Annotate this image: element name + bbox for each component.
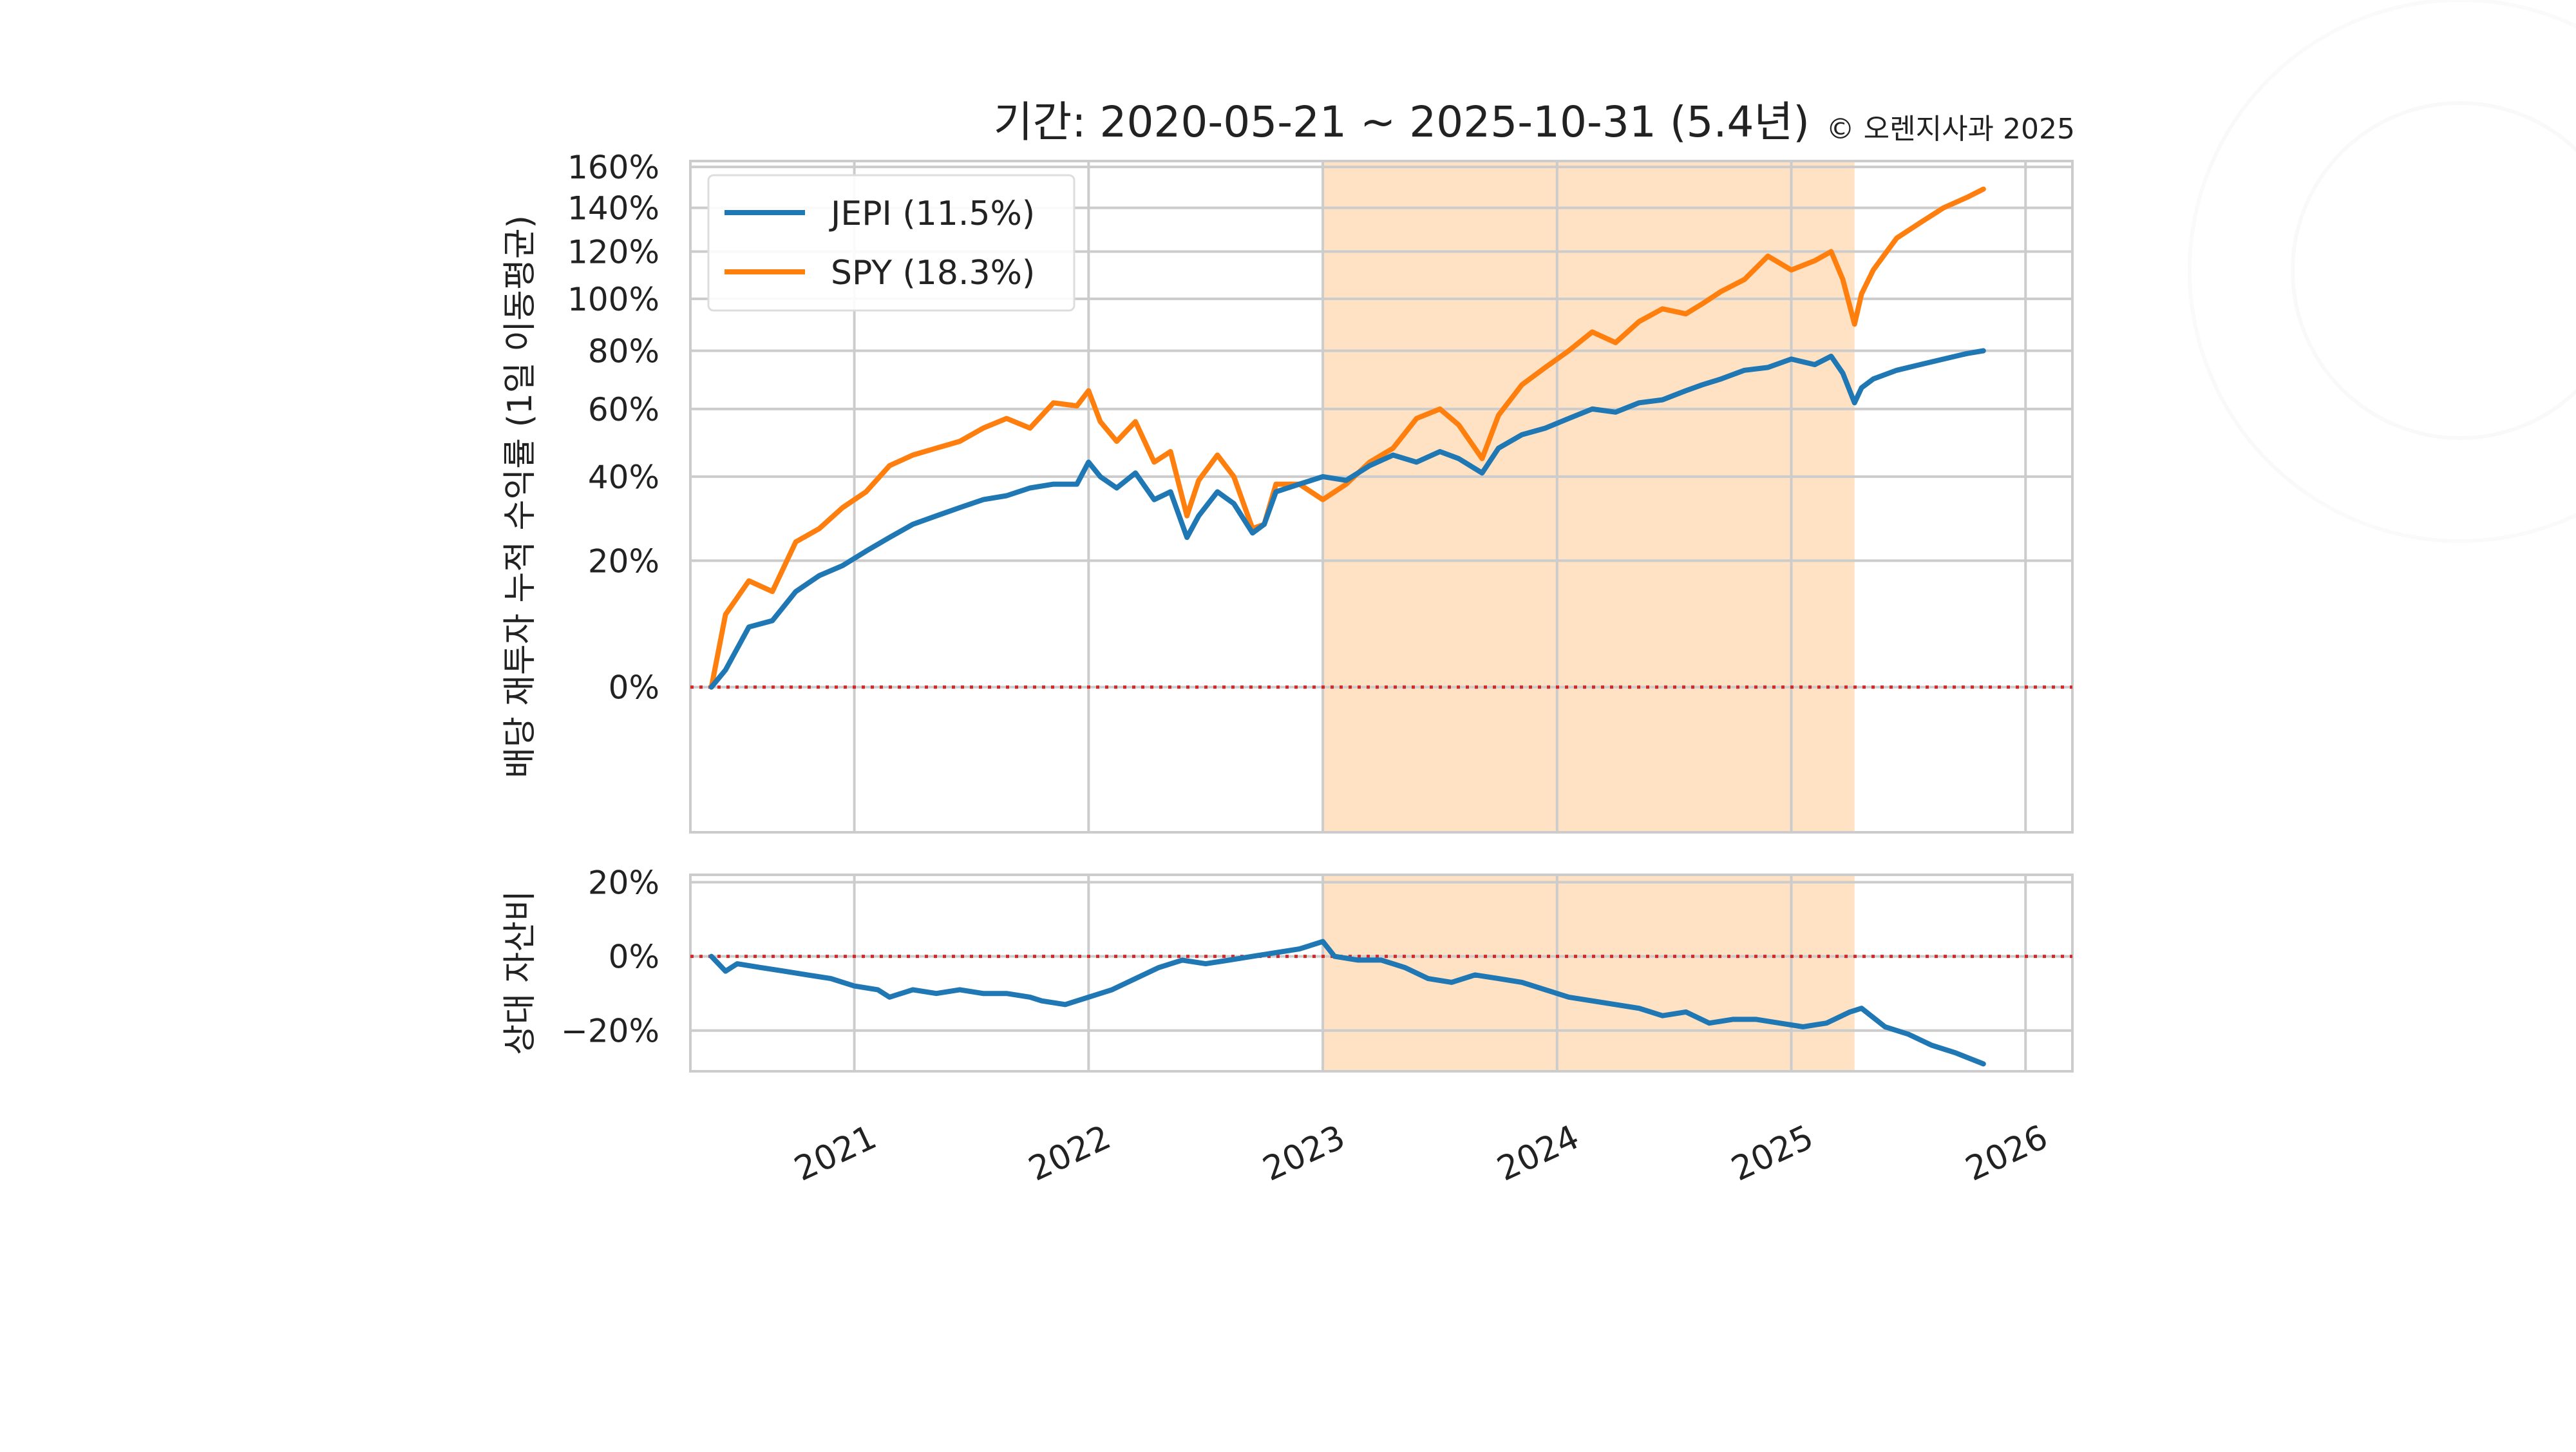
chart-credit: © 오렌지사과 2025: [1826, 113, 2075, 146]
bottom-y-tick--20: −20%: [561, 1013, 659, 1050]
watermark-ring-inner: [2291, 101, 2576, 440]
x-tick-2023: 2023: [1257, 1118, 1350, 1189]
watermark-ring-outer: [2188, 0, 2576, 543]
bottom-y-tick-labels: 20% 0% −20%: [561, 865, 659, 1050]
top-series-spy: [708, 186, 1986, 690]
legend-label-spy: SPY (18.3%): [831, 254, 1035, 292]
top-y-tick-160: 160%: [567, 149, 659, 186]
legend-label-jepi: JEPI (11.5%): [829, 195, 1035, 233]
highlight-region-top: [1323, 162, 1855, 831]
legend: JEPI (11.5%) SPY (18.3%): [707, 174, 1075, 312]
x-tick-2021: 2021: [789, 1118, 882, 1189]
top-series-lines: [708, 186, 1986, 690]
x-tick-2025: 2025: [1726, 1118, 1819, 1189]
bottom-series-relative: [708, 939, 1986, 1067]
relative-ratio-panel: 20% 0% −20% 상대 자산비: [501, 865, 2074, 1073]
bottom-y-axis-label: 상대 자산비: [501, 890, 540, 1055]
top-grid: [690, 161, 2072, 832]
top-y-tick-40: 40%: [588, 459, 659, 496]
top-y-tick-60: 60%: [588, 391, 659, 428]
highlight-region-bottom: [1323, 876, 1855, 1070]
top-y-tick-120: 120%: [567, 233, 659, 271]
bottom-grid: [690, 875, 2072, 1071]
x-tick-2024: 2024: [1492, 1118, 1585, 1189]
x-tick-2026: 2026: [1960, 1118, 2053, 1189]
top-series-jepi: [708, 348, 1986, 690]
top-y-tick-labels: 0% 20% 40% 60% 80% 100% 120% 140% 160%: [567, 149, 659, 706]
top-y-tick-140: 140%: [567, 190, 659, 227]
top-y-tick-80: 80%: [588, 333, 659, 370]
bottom-y-tick-20: 20%: [588, 865, 659, 902]
bottom-series-lines: [708, 939, 1986, 1067]
x-tick-labels: 2021 2022 2023 2024 2025 2026: [789, 1118, 2054, 1189]
top-y-tick-20: 20%: [588, 542, 659, 580]
top-y-tick-100: 100%: [567, 281, 659, 318]
top-y-axis-label: 배당 재투자 누적 수익률 (1일 이동평균): [501, 215, 540, 778]
cumulative-return-panel: 0% 20% 40% 60% 80% 100% 120% 140% 160% 배당 재투자 누적…: [501, 149, 2074, 834]
chart-title: 기간: 2020-05-21 ~ 2025-10-31 (5.4년): [994, 97, 1810, 147]
legend-box: [707, 174, 1075, 312]
top-y-tick-0: 0%: [609, 669, 659, 707]
x-tick-2022: 2022: [1023, 1118, 1117, 1189]
bottom-y-tick-0: 0%: [609, 939, 659, 976]
watermark-decoration: [2188, 0, 2576, 543]
